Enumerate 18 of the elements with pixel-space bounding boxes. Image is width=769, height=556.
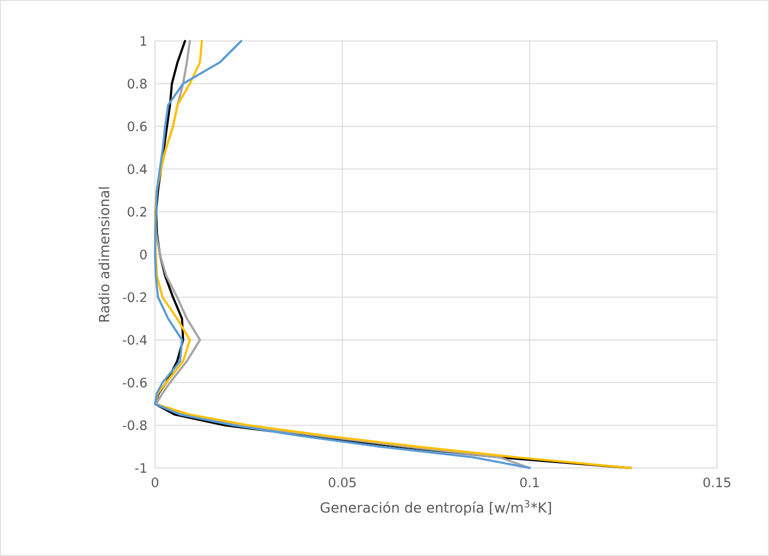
y-tick-label: 0.2 [128, 206, 146, 217]
line-series [154, 40, 531, 470]
y-tick-label: 0.6 [128, 121, 147, 132]
y-tick-label: -1 [135, 463, 146, 473]
y-tick-label: 0 [140, 250, 147, 260]
y-axis-title: Radio adimensional [98, 187, 110, 322]
y-tick-label: -0.8 [122, 420, 147, 430]
x-tick-label: 0.1 [520, 478, 539, 488]
x-tick-label: 0.15 [703, 478, 730, 488]
x-axis-title: Generación de entropía [w/m$^{3}$*K] [320, 500, 551, 516]
x-tick-label: 0.05 [328, 478, 356, 488]
y-tick-label: -0.4 [122, 334, 147, 345]
x-tick-label: 0 [152, 478, 158, 488]
y-tick-label: 0.8 [128, 78, 147, 89]
y-tick-label: -0.2 [122, 292, 146, 302]
y-tick-label: 1 [140, 36, 146, 46]
y-tick-label: -0.6 [122, 378, 147, 388]
y-tick-label: 0.4 [128, 164, 147, 174]
